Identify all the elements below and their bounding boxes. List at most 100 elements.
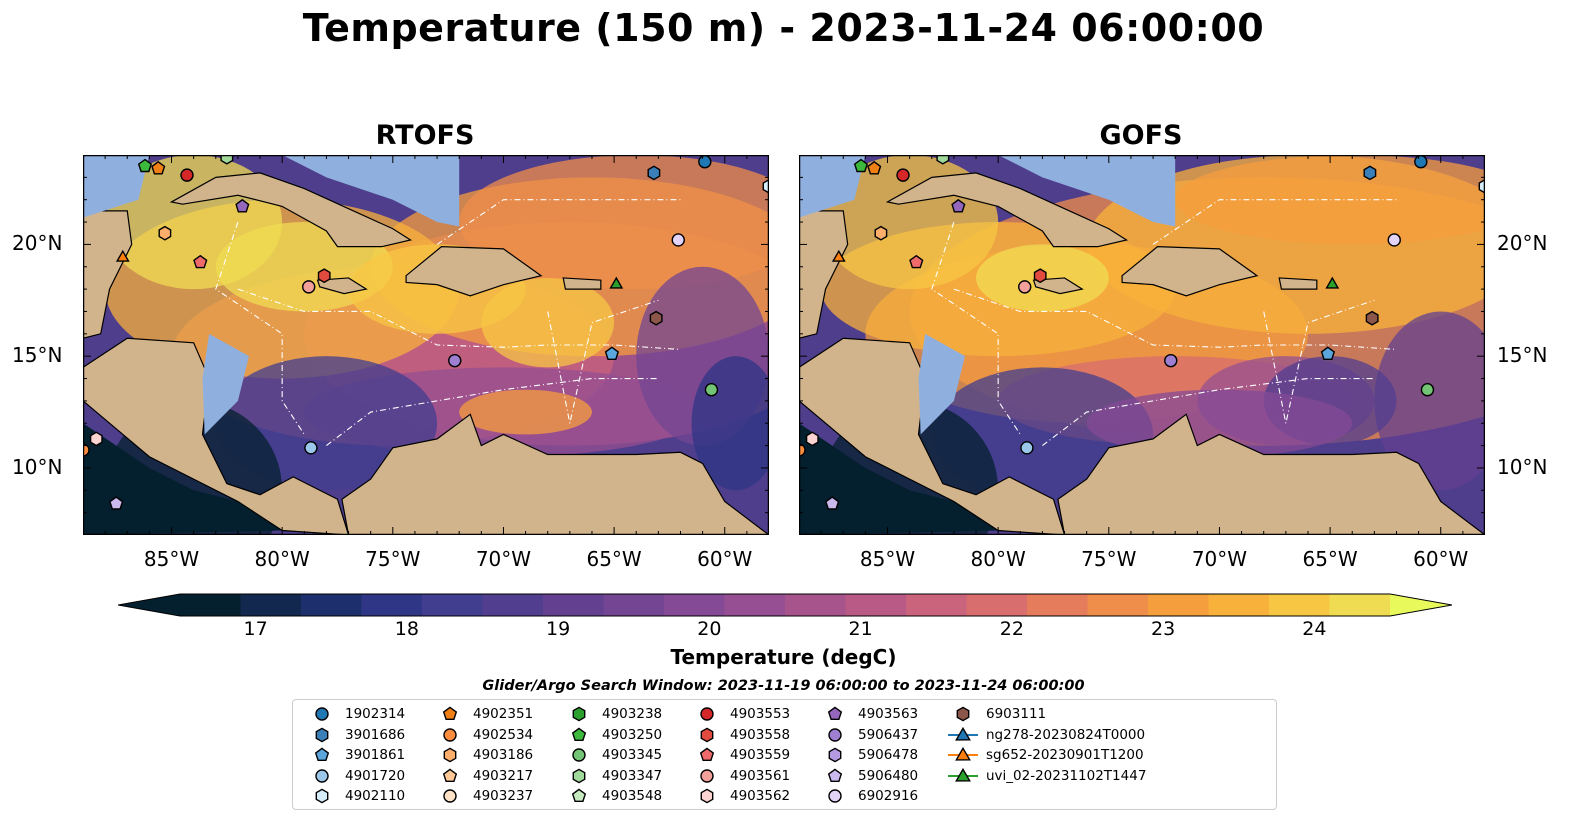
legend-entry: 4902534	[433, 725, 533, 745]
hexagon-marker-icon	[443, 747, 457, 763]
colorbar-label: Temperature (degC)	[670, 645, 897, 669]
float-marker-4903553	[896, 168, 910, 182]
legend-entry: 3901861	[305, 745, 405, 765]
legend-entry: 4903558	[690, 725, 790, 745]
legend-entry-label: 4903559	[730, 747, 791, 763]
legend-triangle-icon	[955, 767, 971, 782]
float-marker-3901861	[1320, 346, 1336, 361]
legend-circle-icon	[828, 727, 842, 742]
legend-entry-label: 4902110	[345, 788, 406, 804]
float-marker-6902916	[1387, 233, 1401, 247]
lat-tick-label-right: 20°N	[1497, 231, 1548, 256]
float-marker-3901686	[1363, 165, 1377, 181]
float-marker-5906480	[825, 496, 840, 510]
legend-entry: sg652-20230901T1200	[946, 745, 1144, 765]
float-marker-4903559	[193, 254, 208, 269]
legend-title: Glider/Argo Search Window: 2023-11-19 06…	[482, 678, 1085, 694]
legend-entry-label: 4903238	[602, 706, 663, 722]
legend-circle-icon	[700, 768, 714, 783]
circle-marker-icon	[572, 748, 586, 762]
float-markers	[83, 155, 769, 510]
legend-pentagon-icon	[827, 706, 843, 721]
circle-marker-icon	[700, 707, 714, 721]
hispaniola-land	[1121, 246, 1259, 297]
float-marker-4901720	[304, 441, 318, 455]
eez-boundaries	[215, 199, 681, 447]
pacific-ocean	[799, 423, 999, 535]
legend-entry: uvi_02-20231102T1447	[946, 766, 1146, 786]
lon-tick-label: 60°W	[1413, 547, 1469, 571]
float-marker-3901686	[647, 165, 661, 181]
legend-entry-label: 4901720	[345, 767, 406, 784]
pacific-ocean	[83, 423, 283, 535]
lon-tick-label: 85°W	[143, 547, 200, 571]
colorbar-bin	[603, 594, 665, 616]
float-marker-4903561	[1018, 280, 1032, 294]
yucatan-land	[83, 210, 133, 339]
float-marker-4902534	[799, 443, 806, 457]
legend-entry: 3901686	[305, 725, 405, 745]
legend-entry-label: 4903558	[730, 726, 791, 743]
legend-entry-label: 4903186	[473, 747, 534, 763]
legend-entry: 4903563	[818, 704, 918, 724]
panel-title-rtofs: RTOFS	[375, 120, 475, 151]
legend-entry: 4903345	[562, 745, 662, 765]
lon-tick-label: 80°W	[254, 547, 310, 571]
legend-circle-icon	[315, 768, 329, 783]
cuba-land	[885, 172, 1129, 248]
legend-hexagon-icon	[700, 788, 714, 804]
legend-entry: 6902916	[818, 786, 918, 806]
float-marker-4903562	[805, 431, 819, 447]
legend-entry-label: 3901686	[345, 726, 406, 743]
colorbar-extend-high	[1390, 594, 1452, 616]
float-marker-4903345	[1420, 383, 1435, 397]
float-marker-4903553	[180, 168, 194, 182]
legend-hexagon-icon	[443, 747, 457, 763]
gulf-shelf	[799, 155, 866, 218]
float-marker-5906437	[448, 353, 462, 368]
legend-entry: 4903561	[690, 766, 790, 786]
legend-entry-label: 4902534	[473, 726, 534, 743]
legend-pentagon-icon	[442, 768, 458, 782]
hexagon-marker-icon	[700, 788, 714, 804]
legend-entry: 4903548	[562, 786, 662, 806]
lon-tick-label: 75°W	[365, 547, 421, 571]
colorbar-tick-label: 23	[1151, 618, 1176, 640]
colorbar-bin	[724, 594, 786, 616]
colorbar-tick-label: 24	[1302, 618, 1327, 640]
circle-marker-icon	[700, 768, 714, 783]
legend-entry: 4903186	[433, 745, 533, 765]
legend-entry: 6903111	[946, 704, 1046, 724]
hexagon-marker-icon	[572, 706, 586, 722]
float-marker-4903562	[89, 431, 103, 447]
legend-pentagon-icon	[699, 747, 715, 762]
hexagon-marker-icon	[315, 727, 329, 742]
legend-entry-label: 4903563	[858, 706, 919, 722]
colorbar-bin	[1148, 594, 1209, 616]
circle-marker-icon	[443, 727, 457, 742]
colorbar-bin	[1329, 594, 1391, 616]
legend-entry: 4902110	[305, 786, 405, 806]
pentagon-marker-icon	[314, 747, 330, 762]
float-marker-uvi_02-20231102T1447	[1325, 276, 1340, 289]
float-marker-4902110	[1478, 178, 1485, 194]
float-marker-4903186	[158, 225, 172, 241]
legend-entry: 4903347	[562, 766, 662, 786]
float-marker-4903558	[317, 268, 331, 284]
rtofs-map	[83, 155, 769, 535]
hexagon-marker-icon	[828, 747, 842, 763]
circle-marker-icon	[828, 727, 842, 742]
bahamas-shelf	[282, 155, 460, 227]
jamaica-land	[1032, 277, 1084, 295]
legend-entry-label: 1902314	[345, 706, 406, 722]
float-marker-sg652-20230901T1200	[115, 249, 130, 262]
lon-tick-label: 85°W	[859, 547, 916, 571]
pentagon-marker-icon	[571, 788, 587, 803]
colorbar-bin	[785, 594, 846, 616]
lon-tick-label: 70°W	[1191, 547, 1248, 571]
float-marker-4903558	[1033, 268, 1047, 284]
colorbar-bin	[1208, 594, 1270, 616]
legend-entry-label: 4902351	[473, 706, 534, 722]
circle-marker-icon	[315, 768, 329, 783]
legend-circle-icon	[572, 748, 586, 762]
